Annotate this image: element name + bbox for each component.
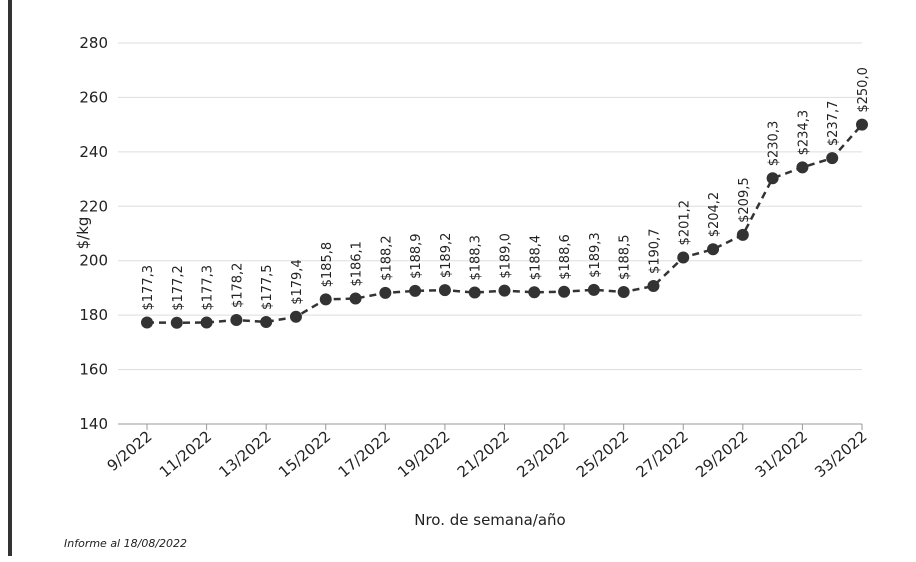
value-label: $177,5 bbox=[260, 264, 275, 310]
x-tick-label: 17/2022 bbox=[335, 427, 394, 481]
marker bbox=[498, 284, 511, 297]
y-axis-label: $/kg bbox=[74, 217, 92, 250]
marker bbox=[289, 310, 302, 323]
value-label: $188,6 bbox=[558, 234, 573, 280]
marker bbox=[141, 316, 153, 329]
y-tick-label: 260 bbox=[79, 88, 108, 106]
marker bbox=[409, 284, 422, 297]
value-label: $237,7 bbox=[826, 101, 841, 147]
y-tick-label: 160 bbox=[79, 361, 108, 379]
marker bbox=[826, 152, 839, 165]
value-label: $188,9 bbox=[409, 233, 424, 279]
value-label: $185,8 bbox=[320, 242, 335, 288]
x-tick-label: 15/2022 bbox=[275, 427, 334, 481]
marker bbox=[856, 118, 868, 131]
value-label: $177,3 bbox=[141, 265, 156, 311]
value-label: $189,2 bbox=[439, 233, 454, 279]
value-label: $177,3 bbox=[201, 265, 216, 311]
y-tick-label: 240 bbox=[79, 143, 108, 161]
value-label: $190,7 bbox=[647, 229, 662, 275]
y-tick-label: 220 bbox=[79, 197, 108, 215]
marker bbox=[558, 285, 571, 298]
x-tick-label: 13/2022 bbox=[215, 427, 274, 481]
marker bbox=[349, 292, 362, 305]
y-tick-label: 140 bbox=[79, 415, 108, 433]
value-label: $188,3 bbox=[469, 235, 484, 281]
marker bbox=[677, 251, 690, 264]
value-label: $188,5 bbox=[618, 235, 633, 281]
x-tick-label: 27/2022 bbox=[633, 427, 692, 481]
marker bbox=[796, 161, 809, 174]
marker bbox=[617, 286, 630, 299]
marker bbox=[319, 293, 332, 306]
value-label: $178,2 bbox=[230, 263, 245, 309]
marker bbox=[468, 286, 481, 299]
value-label: $186,1 bbox=[350, 241, 365, 287]
x-tick-label: 31/2022 bbox=[752, 427, 811, 481]
value-label: $250,0 bbox=[856, 67, 871, 113]
marker bbox=[260, 315, 273, 328]
x-tick-label: 11/2022 bbox=[156, 427, 215, 481]
marker bbox=[707, 243, 720, 256]
y-tick-label: 200 bbox=[79, 252, 108, 270]
value-label: $230,3 bbox=[767, 121, 782, 167]
x-tick-label: 29/2022 bbox=[692, 427, 751, 481]
marker bbox=[200, 316, 213, 329]
x-axis-label: Nro. de semana/año bbox=[414, 511, 566, 529]
marker bbox=[230, 314, 243, 327]
marker bbox=[647, 280, 660, 293]
value-label: $188,2 bbox=[379, 235, 394, 281]
value-label: $179,4 bbox=[290, 259, 305, 305]
value-label: $177,2 bbox=[171, 265, 186, 311]
value-label: $188,4 bbox=[528, 235, 543, 281]
x-tick-label: 23/2022 bbox=[513, 427, 572, 481]
x-tick-label: 19/2022 bbox=[394, 427, 453, 481]
y-tick-label: 280 bbox=[79, 34, 108, 52]
value-label: $201,2 bbox=[677, 200, 692, 246]
value-label: $204,2 bbox=[707, 192, 722, 238]
x-tick-label: 33/2022 bbox=[811, 427, 870, 481]
value-label: $189,3 bbox=[588, 232, 603, 278]
marker bbox=[528, 286, 541, 299]
marker bbox=[587, 283, 600, 296]
marker bbox=[379, 286, 392, 299]
marker bbox=[766, 172, 779, 185]
y-tick-label: 180 bbox=[79, 306, 108, 324]
x-tick-label: 9/2022 bbox=[104, 427, 156, 475]
value-label: $209,5 bbox=[737, 177, 752, 223]
value-label: $234,3 bbox=[796, 110, 811, 156]
x-tick-label: 25/2022 bbox=[573, 427, 632, 481]
marker bbox=[438, 284, 451, 297]
footnote: Informe al 18/08/2022 bbox=[64, 537, 187, 550]
marker bbox=[170, 316, 183, 329]
side-bar bbox=[8, 0, 12, 556]
value-label: $189,0 bbox=[499, 233, 514, 279]
marker bbox=[736, 228, 749, 241]
x-tick-label: 21/2022 bbox=[454, 427, 513, 481]
